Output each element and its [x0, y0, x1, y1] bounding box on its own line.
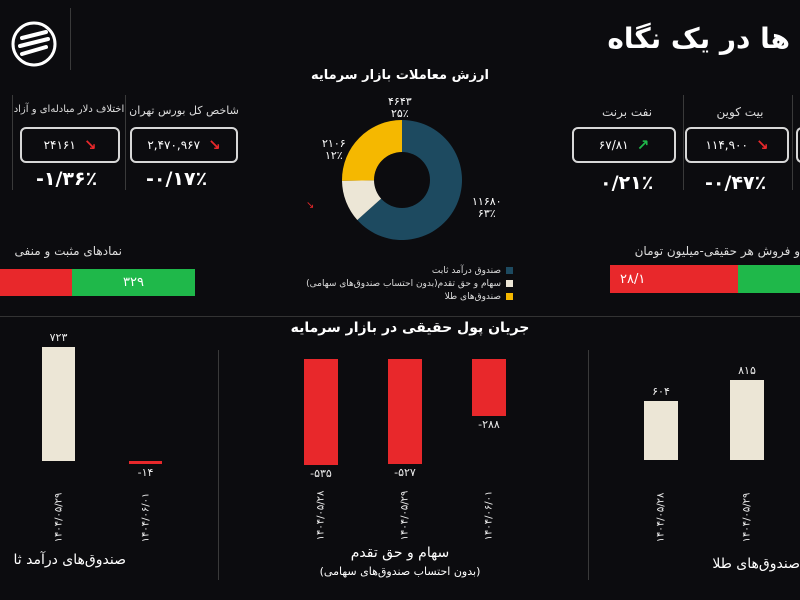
- bar-value-label: -۵۲۷: [394, 465, 416, 479]
- section-divider: [0, 316, 800, 317]
- header-divider: [70, 8, 71, 70]
- dollar-gap-value: ۲۴۱۶۱: [43, 138, 76, 152]
- income-slice-pct: ۶۳٪: [477, 207, 496, 220]
- arrow-up-icon: ↗: [636, 136, 650, 154]
- brent-change: ۰/۲۱٪: [600, 172, 654, 194]
- gold-slice-label: ۴۶۴۳ ۲۵٪: [388, 96, 412, 120]
- partial-card: [796, 127, 800, 163]
- real-flow-label: و فروش هر حقیقی-میلیون تومان: [634, 244, 800, 258]
- dollar-gap-label: اختلاف دلار مبادله‌ای و آزاد: [13, 104, 125, 115]
- bitcoin-change: -۰/۴۷٪: [705, 172, 767, 194]
- income-slice-label: ۱۱۶۸۰ ۶۳٪: [472, 196, 502, 220]
- gold-footer: صندوق‌های طلا: [712, 556, 800, 572]
- positive-symbols-bar: ۳۲۹: [72, 269, 195, 296]
- bar-value-label: ۶۰۴: [652, 384, 670, 398]
- bar-date-label: ۱۴۰۴/۰۵/۲۹: [741, 492, 753, 543]
- dollar-gap-card: ۲۴۱۶۱ ↘: [20, 127, 120, 163]
- bar-value-label: -۲۸۸: [478, 418, 500, 432]
- tehran-index-label: شاخص کل بورس تهران: [129, 104, 239, 117]
- bitcoin-label: بیت کوین: [716, 105, 764, 119]
- legend-item: صندوق‌های طلا: [255, 290, 513, 303]
- brent-value: ۶۷/۸۱: [598, 138, 629, 152]
- arrow-down-icon: ↘: [208, 136, 221, 154]
- dollar-gap-change: -۱/۳۶٪: [36, 168, 98, 190]
- bar-value-label: -۵۳۵: [310, 467, 332, 481]
- positive-symbols-value: ۳۲۹: [123, 275, 144, 290]
- tehran-index-card: ۲,۴۷۰,۹۶۷ ↘: [130, 127, 238, 163]
- real-sell-bar: ۲۸/۱: [610, 265, 738, 293]
- income-slice-value: ۱۱۶۸۰: [472, 195, 502, 208]
- bar-date-label: ۱۴۰۴/۰۶/۰۱: [483, 490, 495, 541]
- flow-bar: [388, 359, 422, 464]
- legend-label: صندوق درآمد ثابت: [431, 265, 501, 276]
- tehran-index-value: ۲,۴۷۰,۹۶۷: [147, 138, 201, 152]
- bar-value-label: ۷۲۳: [49, 330, 68, 344]
- stocks-slice-pct: ۱۲٪: [324, 149, 343, 162]
- logo-icon: [11, 21, 57, 67]
- brent-card: ۶۷/۸۱ ↗: [572, 127, 676, 163]
- bar-date-label: ۱۴۰۴/۰۵/۲۸: [655, 492, 667, 543]
- bar-date-label: ۱۴۰۴/۰۶/۰۱: [140, 492, 151, 543]
- bar-date-label: ۱۴۰۴/۰۵/۲۸: [315, 490, 327, 541]
- divider: [588, 350, 589, 580]
- stocks-footer-note: (بدون احتساب صندوق‌های سهامی): [319, 565, 481, 578]
- bitcoin-card: ۱۱۴,۹۰۰ ↘: [685, 127, 789, 163]
- legend-swatch: [506, 293, 513, 300]
- flow-bar: [129, 461, 162, 464]
- legend-item: صندوق درآمد ثابت: [255, 264, 513, 277]
- flow-bar: [304, 359, 338, 466]
- divider: [125, 95, 126, 190]
- arrow-down-icon: ↘: [83, 136, 97, 154]
- divider: [792, 95, 793, 190]
- legend-item: سهام و حق تقدم(بدون احتساب صندوق‌های سها…: [255, 277, 513, 290]
- legend-label: سهام و حق تقدم(بدون احتساب صندوق‌های سها…: [306, 278, 501, 289]
- legend-swatch: [506, 267, 513, 274]
- tehran-index-change: -۰/۱۷٪: [146, 168, 208, 190]
- real-flow-value: ۲۸/۱: [620, 271, 646, 287]
- brent-label: نفت برنت: [601, 105, 653, 119]
- market-value-title: ارزش معاملات بازار سرمایه: [311, 68, 489, 83]
- page-title: ها در یک نگاه: [607, 22, 790, 55]
- arrow-down-icon: ↘: [755, 136, 769, 154]
- stocks-slice-value: ۲۱۰۶: [322, 137, 346, 150]
- arrow-down-icon: ↘: [306, 200, 315, 211]
- bar-date-label: ۱۴۰۴/۰۵/۲۹: [53, 492, 64, 543]
- real-buy-bar: [738, 265, 800, 293]
- flow-bar: [730, 380, 764, 460]
- gold-slice-value: ۴۶۴۳: [388, 95, 412, 108]
- negative-symbols-bar: [0, 269, 72, 296]
- donut-legend: صندوق درآمد ثابت سهام و حق تقدم(بدون احت…: [255, 264, 513, 303]
- bar-value-label: ۸۱۵: [738, 364, 756, 378]
- income-footer: صندوق‌های درآمد ثا: [13, 552, 127, 568]
- divider: [218, 350, 219, 580]
- legend-swatch: [506, 280, 513, 287]
- flow-title: جریان پول حقیقی در بازار سرمایه: [290, 320, 530, 336]
- divider: [683, 95, 684, 190]
- donut-chart: [342, 120, 462, 240]
- bar-value-label: -۱۴: [137, 466, 154, 479]
- bitcoin-value: ۱۱۴,۹۰۰: [705, 138, 748, 152]
- flow-bar: [472, 359, 506, 417]
- gold-slice-pct: ۲۵٪: [390, 107, 409, 120]
- bar-date-label: ۱۴۰۴/۰۵/۲۹: [399, 490, 411, 541]
- stocks-footer: سهام و حق تقدم: [350, 545, 450, 561]
- divider: [12, 95, 13, 190]
- flow-bar: [644, 400, 678, 460]
- stocks-slice-label: ۲۱۰۶ ۱۲٪: [322, 138, 346, 162]
- legend-label: صندوق‌های طلا: [444, 291, 501, 302]
- flow-bar: [42, 346, 75, 461]
- symbols-label: نمادهای مثبت و منفی: [14, 244, 122, 258]
